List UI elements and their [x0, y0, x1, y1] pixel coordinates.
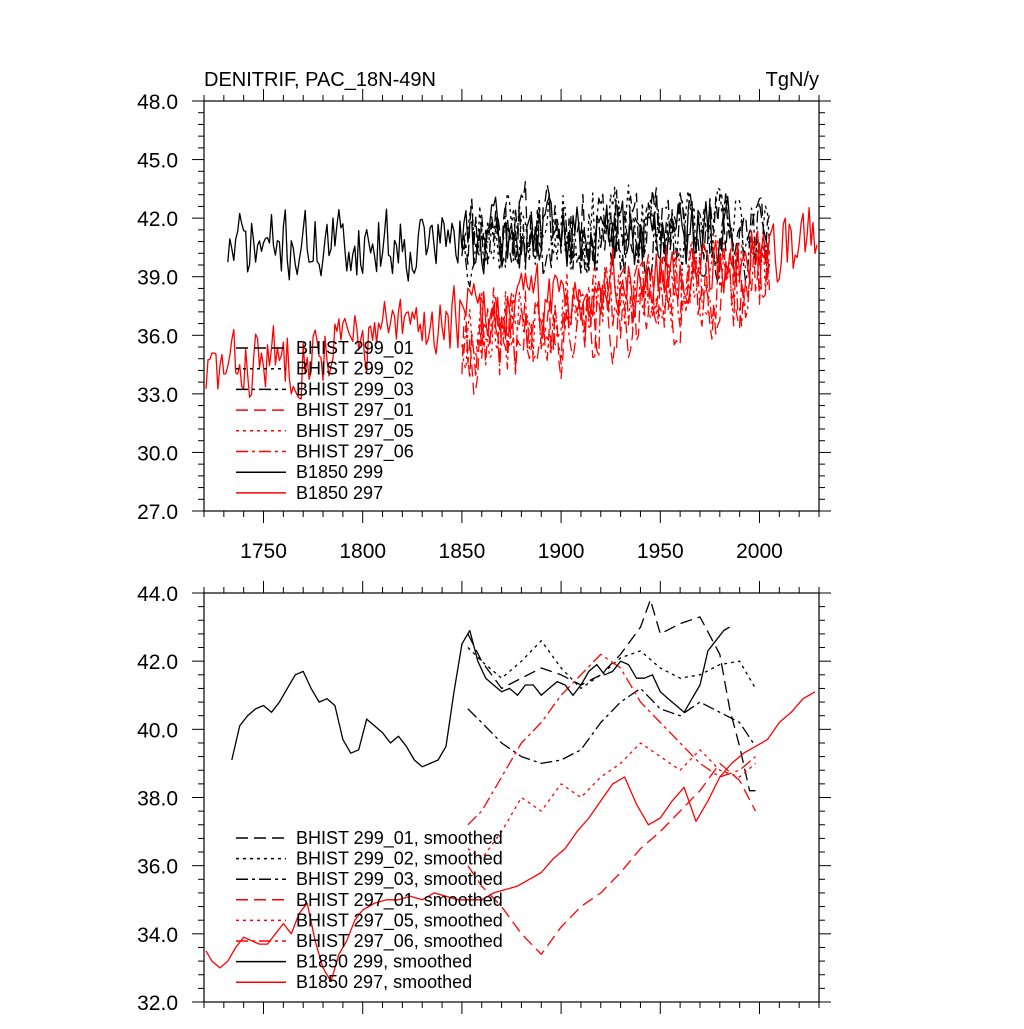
legend-label: BHIST 297_01, smoothed: [296, 890, 503, 911]
y-tick-label: 36.0: [137, 325, 178, 348]
x-tick-label: 1900: [538, 540, 585, 563]
top-axes: 1750 1800 1850 1900 1950 2000 27.0 30.0 33.0 36.0…: [137, 89, 831, 563]
y-tick-label: 27.0: [137, 501, 178, 524]
legend-label: BHIST 299_02, smoothed: [296, 849, 503, 870]
y-tick-label: 39.0: [137, 267, 178, 290]
bottom-series: [205, 599, 816, 983]
series-line-7: [231, 626, 731, 768]
series-line-6: [467, 653, 756, 826]
x-tick-label: 1950: [637, 540, 684, 563]
x-tick-label: 1800: [339, 540, 386, 563]
y-tick-label: 36.0: [137, 856, 178, 879]
top-panel: DENITRIF, PAC_18N-49N TgN/y 1750 1800 1850…: [137, 69, 831, 563]
legend-label: B1850 299: [296, 462, 383, 482]
y-tick-label: 42.0: [137, 651, 178, 674]
legend-label: BHIST 297_05, smoothed: [296, 910, 503, 931]
top-chart-units: TgN/y: [766, 69, 819, 91]
series-line-5: [461, 234, 771, 370]
legend-label: B1850 297: [296, 483, 383, 503]
series-line-3: [461, 191, 771, 288]
x-tick-label: 1850: [439, 540, 486, 563]
y-tick-label: 33.0: [137, 384, 178, 407]
legend-label: BHIST 299_03, smoothed: [296, 869, 503, 890]
series-line-2: [467, 640, 757, 690]
legend-label: BHIST 297_06, smoothed: [296, 931, 503, 952]
legend-label: BHIST 297_05: [296, 421, 414, 442]
y-tick-label: 44.0: [137, 583, 178, 606]
series-line-5: [467, 742, 756, 860]
legend-label: BHIST 297_06: [296, 442, 414, 463]
top-chart-title: DENITRIF, PAC_18N-49N: [204, 69, 436, 91]
legend-label: BHIST 299_03: [296, 379, 414, 400]
y-tick-label: 48.0: [137, 91, 178, 114]
series-line-8: [205, 691, 816, 983]
y-tick-label: 32.0: [137, 992, 178, 1015]
legend-label: BHIST 299_01, smoothed: [296, 828, 503, 849]
y-tick-label: 40.0: [137, 719, 178, 742]
y-tick-label: 42.0: [137, 208, 178, 231]
series-line-3: [467, 687, 757, 765]
bottom-panel: 32.0 34.0 36.0 38.0 40.0 42.0 44.0 BHIST 299_0…: [137, 581, 831, 1015]
x-tick-label: 2000: [736, 540, 783, 563]
bottom-axes: 32.0 34.0 36.0 38.0 40.0 42.0 44.0: [137, 581, 831, 1015]
series-line-8: [205, 207, 818, 400]
series-line-4: [467, 762, 757, 955]
legend-label: B1850 299, smoothed: [296, 952, 472, 972]
series-line-2: [461, 184, 771, 275]
series-line-7: [227, 195, 735, 282]
x-tick-label: 1750: [240, 540, 287, 563]
legend-label: B1850 297, smoothed: [296, 972, 472, 992]
legend-label: BHIST 299_01: [296, 338, 414, 359]
top-series: [205, 180, 818, 400]
legend-label: BHIST 297_01: [296, 400, 414, 421]
legend-label: BHIST 299_02: [296, 359, 414, 380]
y-tick-label: 34.0: [137, 924, 178, 947]
series-line-1: [467, 599, 756, 792]
y-tick-label: 38.0: [137, 788, 178, 811]
y-tick-label: 45.0: [137, 150, 178, 173]
top-plot-frame: [203, 100, 820, 512]
y-tick-label: 30.0: [137, 442, 178, 465]
